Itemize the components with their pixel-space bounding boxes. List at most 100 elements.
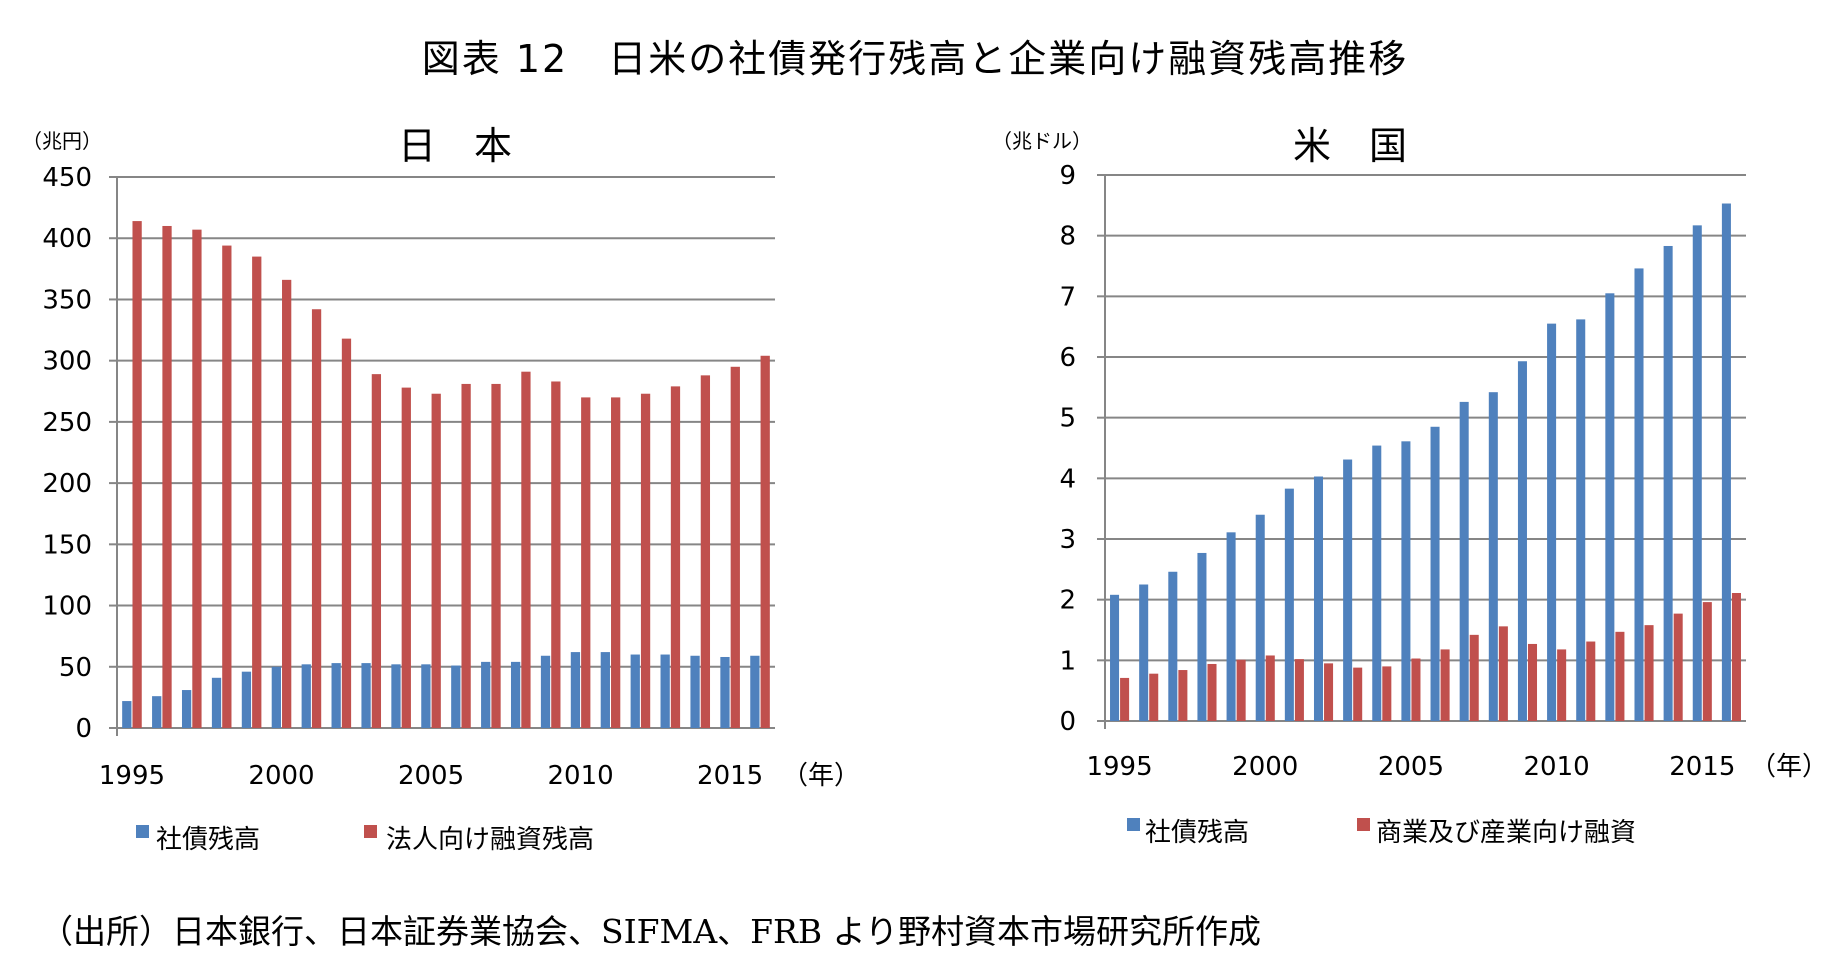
- us-bar-loan-2012: [1615, 631, 1625, 721]
- japan-bar-loan-1998: [222, 245, 232, 728]
- us-bar-bond-1999: [1226, 532, 1236, 721]
- japan-bar-bond-2006: [451, 665, 461, 728]
- us-bar-bond-2016: [1721, 203, 1731, 722]
- us-bar-bond-2013: [1634, 268, 1644, 721]
- us-bar-loan-2006: [1440, 649, 1450, 721]
- japan-bar-loan-2010: [581, 397, 591, 728]
- us-bar-bond-2011: [1576, 319, 1586, 721]
- japan-bar-loan-2007: [491, 383, 501, 728]
- us-bar-loan-2000: [1265, 655, 1275, 721]
- us-bar-loan-2008: [1498, 626, 1508, 721]
- us-bar-bond-2001: [1284, 488, 1294, 721]
- japan-bar-loan-2015: [730, 366, 740, 728]
- japan-y-tick-label: 400: [42, 224, 92, 254]
- us-bar-loan-2007: [1469, 634, 1479, 721]
- japan-bar-bond-1998: [211, 677, 222, 728]
- us-bar-loan-2009: [1527, 643, 1538, 721]
- japan-bar-loan-2004: [401, 387, 411, 728]
- us-y-tick-label: 4: [1059, 464, 1076, 494]
- japan-bar-loan-2009: [551, 381, 561, 728]
- japan-y-tick-label: 200: [42, 469, 92, 499]
- source-note: （出所）日本銀行、日本証券業協会、SIFMA、FRB より野村資本市場研究所作成: [40, 912, 1261, 951]
- us-year-label: （年）: [1750, 752, 1828, 782]
- us-legend-swatch-1: [1357, 818, 1370, 831]
- us-legend-swatch-0: [1127, 818, 1140, 831]
- japan-bar-bond-2013: [660, 654, 670, 728]
- us-bar-loan-2015: [1702, 602, 1712, 721]
- figure-title: 図表 12 日米の社債発行残高と企業向け融資残高推移: [421, 37, 1409, 81]
- japan-x-tick-label: 2000: [248, 761, 314, 791]
- us-y-tick-label: 1: [1059, 646, 1076, 676]
- us-bar-loan-2001: [1294, 659, 1304, 721]
- us-chart-title: 米 国: [1293, 124, 1407, 168]
- us-bar-bond-2010: [1547, 323, 1557, 721]
- us-bar-bond-2003: [1343, 459, 1353, 721]
- us-bar-loan-1997: [1178, 670, 1188, 721]
- us-bar-bond-2014: [1663, 245, 1673, 722]
- us-x-tick-label: 1995: [1086, 752, 1152, 782]
- japan-y-tick-label: 0: [75, 714, 92, 744]
- japan-bar-bond-2004: [391, 664, 401, 728]
- japan-bar-loan-1999: [252, 256, 262, 728]
- japan-bar-bond-1997: [181, 690, 192, 728]
- us-bar-loan-1998: [1207, 663, 1217, 721]
- japan-bar-bond-1995: [122, 701, 132, 728]
- japan-bar-loan-2002: [341, 338, 352, 728]
- us-bar-loan-2010: [1557, 649, 1567, 721]
- us-bar-loan-1996: [1149, 673, 1159, 721]
- japan-bar-loan-2011: [611, 397, 621, 728]
- japan-bar-bond-2001: [301, 664, 311, 728]
- us-y-tick-label: 8: [1059, 222, 1076, 252]
- japan-bar-loan-2001: [311, 309, 322, 728]
- us-bar-bond-1996: [1139, 584, 1149, 721]
- japan-y-tick-label: 300: [42, 347, 92, 377]
- us-bar-bond-2009: [1517, 361, 1527, 721]
- japan-y-tick-label: 450: [42, 163, 92, 193]
- us-x-tick-label: 2010: [1524, 752, 1590, 782]
- us-y-tick-label: 2: [1059, 586, 1076, 616]
- japan-bar-bond-2011: [600, 652, 610, 728]
- us-bar-loan-2014: [1673, 613, 1683, 721]
- japan-bar-bond-2005: [421, 664, 431, 728]
- us-y-tick-label: 9: [1059, 161, 1076, 191]
- japan-y-tick-label: 250: [42, 408, 92, 438]
- us-y-tick-label: 5: [1059, 404, 1076, 434]
- us-bar-loan-1999: [1236, 659, 1246, 721]
- japan-bar-bond-2012: [630, 654, 640, 728]
- japan-y-tick-label: 50: [59, 653, 92, 683]
- us-bar-bond-2005: [1401, 441, 1411, 721]
- us-bar-bond-2004: [1372, 445, 1382, 721]
- japan-legend-swatch-0: [136, 825, 149, 838]
- us-bar-bond-2012: [1605, 293, 1615, 721]
- us-bar-loan-2003: [1353, 667, 1363, 721]
- us-bar-loan-2013: [1644, 625, 1654, 721]
- japan-bar-bond-2015: [720, 656, 730, 728]
- japan-x-tick-label: 2005: [398, 761, 464, 791]
- japan-bar-loan-2012: [640, 393, 651, 728]
- us-legend-label-loan: 商業及び産業向け融資: [1376, 818, 1636, 848]
- us-x-tick-label: 2000: [1232, 752, 1298, 782]
- japan-x-tick-label: 2010: [548, 761, 614, 791]
- us-bar-bond-2006: [1430, 426, 1440, 721]
- japan-bar-loan-2013: [670, 386, 681, 728]
- us-bar-bond-1995: [1110, 594, 1120, 721]
- japan-x-tick-label: 2015: [697, 761, 763, 791]
- us-bar-loan-2005: [1411, 658, 1421, 721]
- us-bar-bond-1997: [1168, 571, 1178, 721]
- us-y-tick-label: 0: [1059, 707, 1076, 737]
- us-x-tick-label: 2015: [1669, 752, 1735, 782]
- us-y-tick-label: 6: [1059, 343, 1076, 373]
- us-bar-bond-2008: [1488, 392, 1498, 721]
- us-bar-bond-2007: [1459, 401, 1469, 721]
- japan-bar-bond-2010: [570, 652, 581, 728]
- japan-unit-label: （兆円）: [22, 129, 102, 153]
- us-bar-loan-2016: [1731, 592, 1741, 721]
- japan-bar-bond-2009: [540, 655, 551, 728]
- japan-bar-bond-1999: [241, 671, 252, 728]
- us-bar-bond-2015: [1692, 225, 1702, 721]
- japan-bar-bond-2007: [481, 661, 491, 728]
- japan-chart-title: 日 本: [398, 124, 512, 168]
- japan-bar-loan-2006: [461, 383, 471, 728]
